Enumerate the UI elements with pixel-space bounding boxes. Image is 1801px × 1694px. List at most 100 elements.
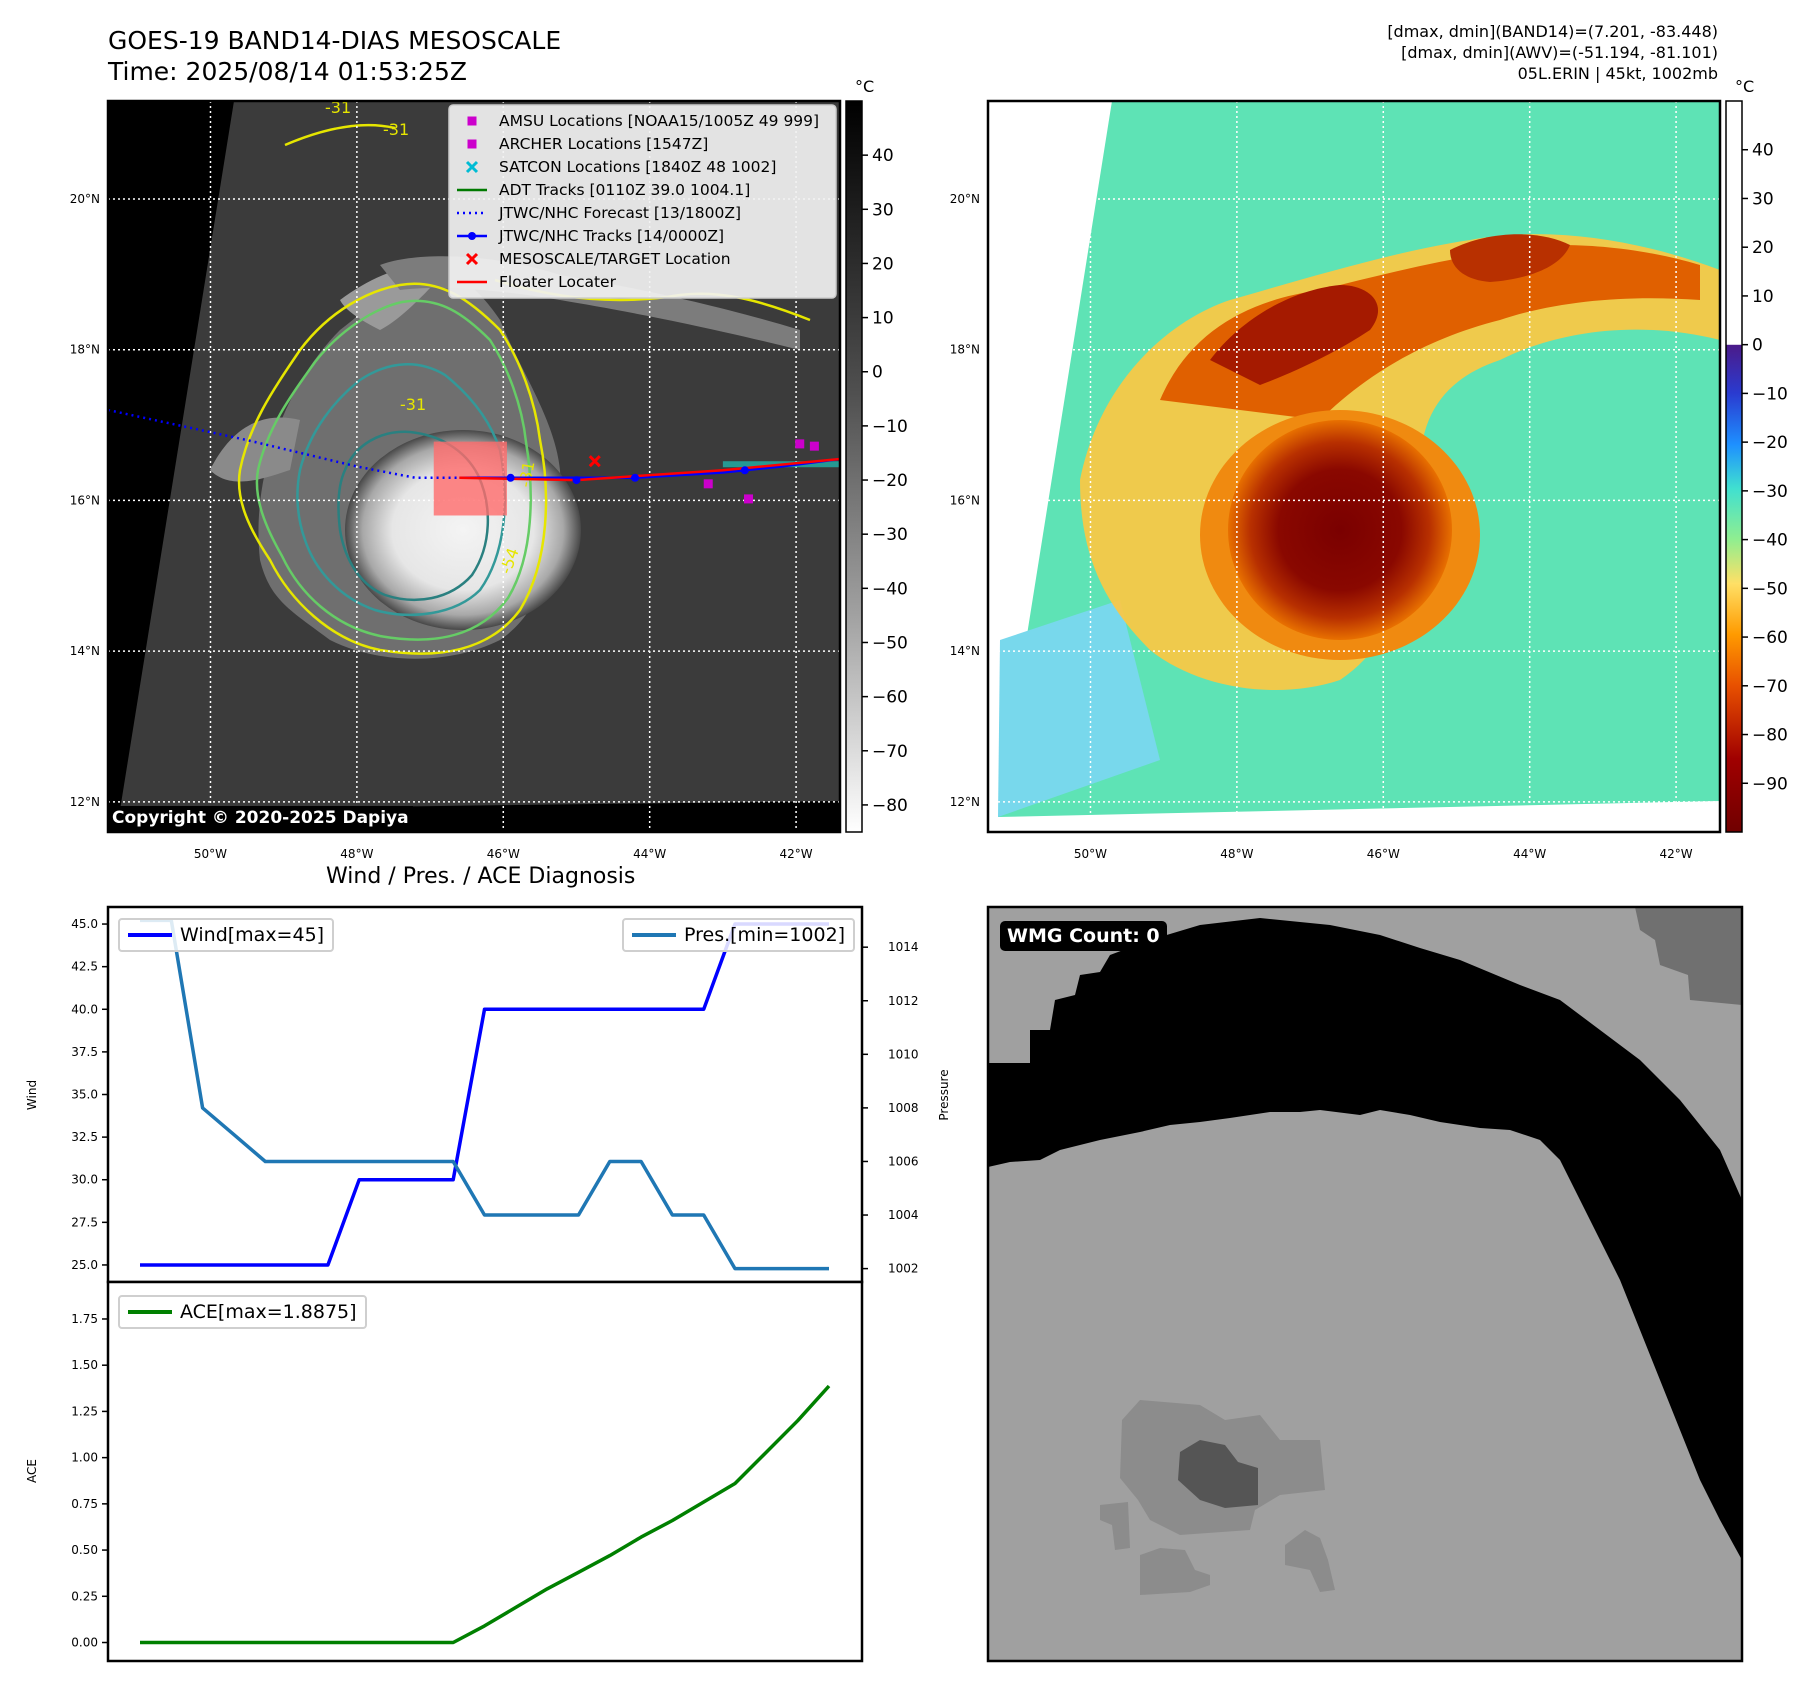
pressure-legend-swatch (632, 933, 676, 937)
copyright-label: Copyright © 2020-2025 Dapiya (108, 806, 413, 830)
latitude-tick-label: 12°N (950, 795, 980, 809)
latitude-tick-label: 20°N (950, 192, 980, 206)
awv-axes: 50°W 48°W 46°W 44°W 42°W 20°N 18°N 16°N 14°N 12°N (950, 192, 1693, 861)
band14-legend: AMSU Locations [NOAA15/1005Z 49 999] ARCH… (448, 104, 837, 299)
amsu-location-marker (795, 439, 805, 449)
ace-legend-swatch (128, 1310, 172, 1314)
longitude-tick-label: 42°W (780, 847, 813, 861)
legend-marker-dot (468, 232, 476, 240)
nhc-track-point (506, 473, 515, 482)
awv-arc-band (1160, 245, 1700, 420)
ace-axis-label: ACE (25, 1459, 39, 1483)
colorbar-tick-label: −80 (1752, 726, 1788, 746)
longitude-tick-label: 42°W (1660, 847, 1693, 861)
awv-colorbar-bar (1725, 100, 1743, 833)
wmg-gray-blob (1140, 1548, 1210, 1595)
wind-axis-tick-label: 27.5 (71, 1215, 98, 1229)
latitude-tick-label: 12°N (70, 795, 100, 809)
latitude-tick-label: 14°N (70, 644, 100, 658)
colorbar-tick-label: 10 (872, 309, 894, 329)
awv-core (1228, 420, 1452, 640)
wmg-panel (986, 905, 1744, 1663)
ace-axis-tick-label: 1.50 (71, 1358, 98, 1372)
colorbar-tick-label: −50 (872, 633, 908, 653)
wmg-gray-blob (1100, 1502, 1130, 1550)
wind-pressure-chart: 45.0 42.5 40.0 37.5 35.0 32.5 30.0 27.5 25.0 1014… (25, 905, 951, 1284)
latitude-tick-label: 20°N (70, 192, 100, 206)
wind-pressure-series (140, 918, 829, 1271)
colorbar-tick-label: 30 (1752, 189, 1774, 209)
latitude-tick-label: 14°N (950, 644, 980, 658)
band14-contour-labels: -31 -31 -31 -54 -31 (325, 98, 538, 576)
wind-axis-tick-label: 42.5 (71, 960, 98, 974)
legend-entry: ADT Tracks [0110Z 39.0 1004.1] (457, 181, 750, 199)
legend-entry: Floater Locater (457, 273, 617, 291)
wind-axis-tick-label: 32.5 (71, 1130, 98, 1144)
wmg-count-label: WMG Count: 0 (1000, 921, 1167, 951)
wind-axis-tick-label: 40.0 (71, 1002, 98, 1016)
legend-entry: ARCHER Locations [1547Z] (467, 135, 708, 153)
colorbar-tick-label: −70 (1752, 677, 1788, 697)
amsu-location-marker (703, 479, 713, 489)
longitude-tick-label: 46°W (487, 847, 520, 861)
awv-arc-east (1450, 234, 1570, 282)
colorbar-tick-label: −30 (1752, 482, 1788, 502)
amsu-location-marker (744, 494, 753, 504)
ace-axis-tick-label: 1.75 (71, 1312, 98, 1326)
band14-axes: 50°W 48°W 46°W 44°W 42°W 20°N 18°N 16°N 14°N 12°N (70, 192, 813, 861)
pressure-axis-tick-label: 1002 (888, 1262, 919, 1276)
colorbar-tick-label: −10 (1752, 384, 1788, 404)
floater-locater-line (459, 457, 840, 482)
wind-legend-swatch (128, 933, 172, 937)
awv-arc-core (1210, 285, 1379, 385)
band14-west-band (210, 417, 300, 482)
contour-label: -31 (400, 395, 426, 414)
contour-label: -31 (325, 98, 351, 117)
colorbar-tick-label: −50 (1752, 579, 1788, 599)
wind-axis-tick-label: 35.0 (71, 1088, 98, 1102)
ace-axis-tick-label: 0.75 (71, 1497, 98, 1511)
awv-colorbar: 40 30 20 10 0 −10 −20 −30 −40 −50 −60 −70 −80 −90 (1725, 100, 1788, 833)
awv-frame (986, 99, 1722, 834)
dmax-band14: [dmax, dmin](BAND14)=(7.201, -83.448) (1387, 22, 1718, 41)
wind-axis-tick-label: 25.0 (71, 1258, 98, 1272)
pressure-legend: Pres.[min=1002] (622, 918, 856, 952)
colorbar-tick-label: −60 (1752, 628, 1788, 648)
ace-axis-tick-label: 1.25 (71, 1404, 98, 1418)
pressure-axis-tick-label: 1012 (888, 994, 919, 1008)
legend-label: Floater Locater (499, 273, 617, 291)
latitude-tick-label: 18°N (950, 343, 980, 357)
contour-label: -31 (383, 120, 409, 139)
wmg-frame (986, 905, 1744, 1663)
latitude-tick-label: 16°N (70, 493, 100, 507)
ace-chart: 1.75 1.50 1.25 1.00 0.75 0.50 0.25 0.00 ACE (25, 1280, 864, 1663)
pressure-legend-label: Pres.[min=1002] (684, 924, 846, 946)
legend-marker-square (467, 139, 477, 149)
awv-cyan-region (998, 600, 1160, 817)
band14-track-overlays (108, 408, 840, 516)
ace-axis-tick-label: 1.00 (71, 1451, 98, 1465)
wind-series-line (140, 922, 829, 1267)
figure-timestamp: Time: 2025/08/14 01:53:25Z (108, 57, 467, 86)
legend-label: JTWC/NHC Tracks [14/0000Z] (498, 227, 724, 245)
pressure-axis-tick-label: 1014 (888, 940, 919, 954)
colorbar-tick-label: −90 (1752, 774, 1788, 794)
contour-label: -31 (515, 460, 538, 489)
band14-frame (106, 99, 842, 834)
ace-legend: ACE[max=1.8875] (118, 1295, 367, 1329)
legend-label: AMSU Locations [NOAA15/1005Z 49 999] (499, 112, 819, 130)
colorbar-tick-label: −40 (1752, 531, 1788, 551)
nhc-track-point (572, 476, 581, 485)
colorbar-tick-label: 40 (872, 146, 894, 166)
mesoscale-target-marker (588, 455, 601, 468)
ace-axis-tick-label: 0.00 (71, 1636, 98, 1650)
colorbar-tick-label: 0 (1752, 336, 1763, 356)
wind-legend: Wind[max=45] (118, 918, 335, 952)
colorbar-tick-label: −70 (872, 742, 908, 762)
colorbar-tick-label: −80 (872, 796, 908, 816)
nhc-track-point (740, 466, 749, 475)
wmg-dark-gray-corner (1635, 907, 1742, 1005)
longitude-tick-label: 44°W (1513, 847, 1546, 861)
colorbar-tick-label: 10 (1752, 287, 1774, 307)
